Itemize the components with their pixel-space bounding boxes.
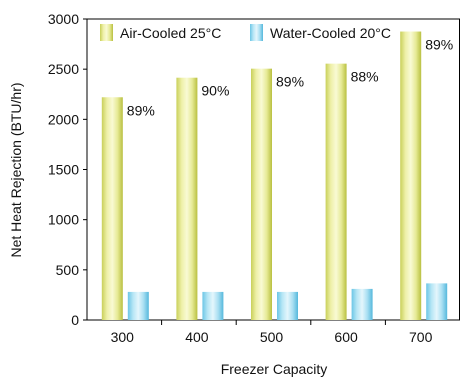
y-tick-label: 2500	[48, 61, 79, 77]
bar-data-label: 90%	[201, 83, 229, 99]
y-tick-label: 1500	[48, 162, 79, 178]
legend-swatch-water-cooled	[250, 24, 263, 41]
bar-data-label: 89%	[425, 37, 453, 53]
bar-water-cooled	[426, 283, 448, 320]
y-tick-label: 0	[71, 312, 79, 328]
legend-label-air-cooled: Air-Cooled 25°C	[120, 25, 221, 41]
x-axis-title: Freezer Capacity	[221, 361, 328, 377]
bar-water-cooled	[202, 291, 224, 320]
x-tick-label: 600	[334, 329, 358, 345]
y-axis-title: Net Heat Rejection (BTU/hr)	[8, 82, 24, 257]
bar-air-cooled	[325, 63, 347, 320]
legend-label-water-cooled: Water-Cooled 20°C	[270, 25, 391, 41]
bar-water-cooled	[277, 291, 298, 320]
bar-data-label: 89%	[276, 74, 304, 90]
legend: Air-Cooled 25°C Water-Cooled 20°C	[100, 24, 391, 41]
y-tick-label: 1000	[48, 212, 79, 228]
bar-air-cooled	[400, 31, 422, 321]
x-tick-label: 400	[185, 329, 209, 345]
x-tick-label: 500	[260, 329, 284, 345]
y-tick-label: 500	[56, 262, 80, 278]
bar-data-label: 88%	[351, 69, 379, 85]
y-tick-label: 2000	[48, 111, 79, 127]
axes: 0 500 1000 1500 2000 2500 3000 300 400 500 600 700	[48, 11, 460, 345]
bars: 89% 90% 89% 88% 89%	[101, 31, 453, 321]
bar-water-cooled	[127, 291, 149, 320]
bar-water-cooled	[351, 288, 373, 320]
y-tick-label: 3000	[48, 11, 79, 27]
bar-air-cooled	[176, 77, 198, 320]
x-tick-label: 300	[111, 329, 135, 345]
bar-air-cooled	[101, 97, 123, 320]
x-tick-label: 700	[409, 329, 433, 345]
legend-swatch-air-cooled	[100, 24, 113, 41]
bar-data-label: 89%	[127, 102, 155, 118]
bar-air-cooled	[251, 68, 272, 320]
